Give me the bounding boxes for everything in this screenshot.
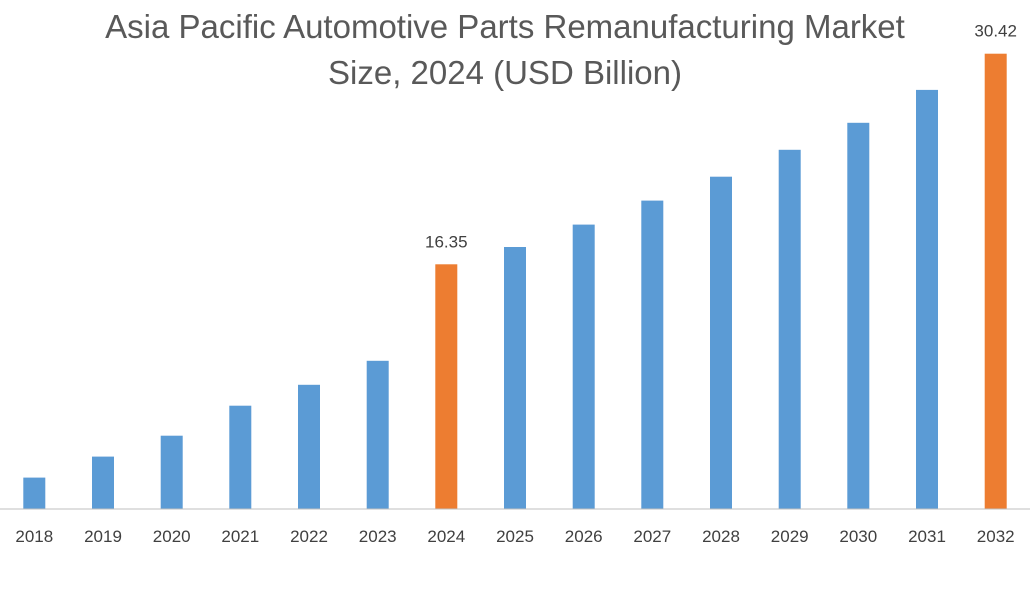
bar-2029 bbox=[778, 149, 801, 510]
x-tick-label-2032: 2032 bbox=[977, 527, 1015, 546]
x-tick-label-2021: 2021 bbox=[221, 527, 259, 546]
chart-title-line-1: Asia Pacific Automotive Parts Remanufact… bbox=[105, 8, 905, 45]
x-axis-tick-labels: 2018 2019 2020 2021 2022 2023 2024 2025 2026 2027… bbox=[15, 527, 1014, 546]
bar-2021 bbox=[229, 405, 252, 509]
bar-2025 bbox=[504, 247, 526, 509]
bar-2028 bbox=[710, 176, 732, 509]
chart-title: Asia Pacific Automotive Parts Remanufact… bbox=[105, 8, 905, 91]
x-tick-label-2018: 2018 bbox=[15, 527, 53, 546]
bar-2032 bbox=[984, 53, 1007, 509]
data-label-2032: 30.42 bbox=[974, 22, 1017, 41]
bar-2026 bbox=[572, 224, 595, 509]
data-labels: 16.35 30.42 bbox=[425, 22, 1017, 252]
bar-2019 bbox=[92, 456, 114, 509]
bar-2023 bbox=[366, 360, 389, 509]
x-tick-label-2030: 2030 bbox=[839, 527, 877, 546]
bar-series bbox=[23, 53, 1007, 510]
x-tick-label-2023: 2023 bbox=[359, 527, 397, 546]
x-tick-label-2020: 2020 bbox=[153, 527, 191, 546]
x-tick-label-2027: 2027 bbox=[633, 527, 671, 546]
bar-2022 bbox=[298, 384, 320, 509]
x-tick-label-2031: 2031 bbox=[908, 527, 946, 546]
x-tick-label-2019: 2019 bbox=[84, 527, 122, 546]
bar-2031 bbox=[916, 89, 938, 510]
x-tick-label-2029: 2029 bbox=[771, 527, 809, 546]
data-label-2024: 16.35 bbox=[425, 232, 468, 251]
x-tick-label-2026: 2026 bbox=[565, 527, 603, 546]
x-tick-label-2022: 2022 bbox=[290, 527, 328, 546]
chart-title-line-2: Size, 2024 (USD Billion) bbox=[328, 54, 682, 91]
x-tick-label-2025: 2025 bbox=[496, 527, 534, 546]
bar-2030 bbox=[847, 122, 870, 510]
bar-2018 bbox=[23, 477, 46, 509]
bar-2020 bbox=[160, 435, 183, 509]
x-tick-label-2024: 2024 bbox=[427, 527, 465, 546]
bar-2024 bbox=[435, 264, 458, 509]
bar-2027 bbox=[641, 200, 664, 509]
x-tick-label-2028: 2028 bbox=[702, 527, 740, 546]
